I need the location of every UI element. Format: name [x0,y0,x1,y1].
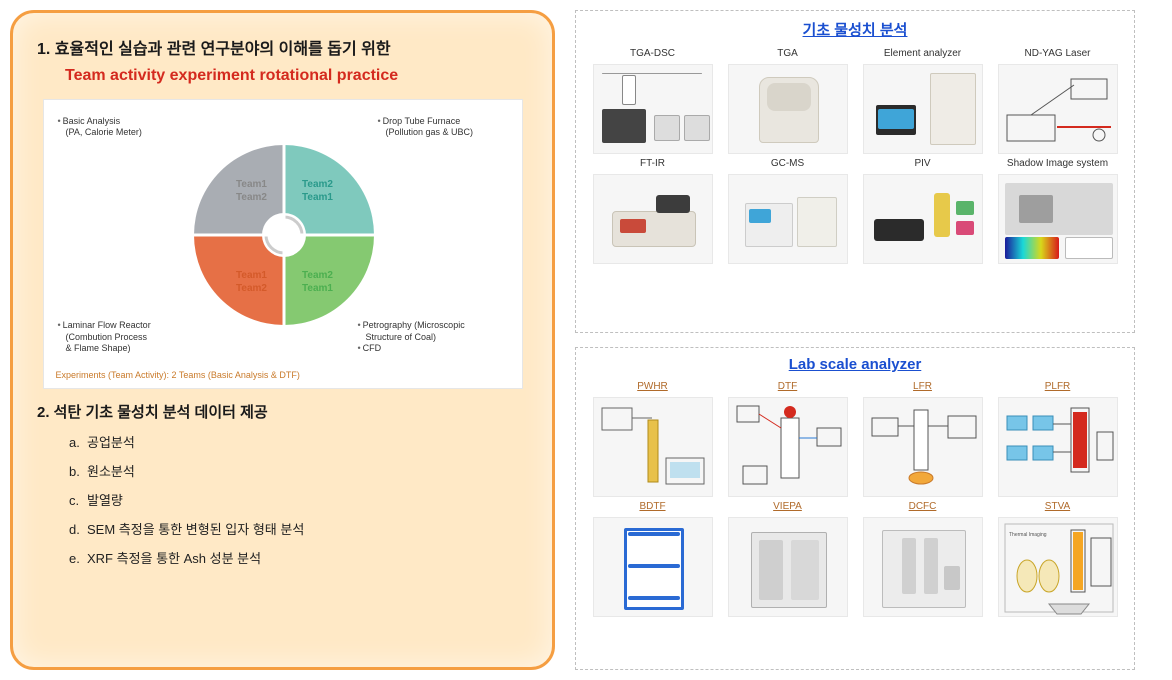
equip-cell: BDTF [588,501,717,617]
quad-label-bottom-left: •Laminar Flow Reactor (Combution Process… [58,320,198,354]
heading-red: Team activity experiment rotational prac… [65,67,528,85]
equip-label: PLFR [1045,381,1071,394]
equipment-grid-top: TGA-DSC TGA Element analyzer [588,48,1122,264]
list-item: e.XRF 측정을 통한 Ash 성분 분석 [69,548,528,567]
pie-text-br: Team2Team1 [288,270,348,295]
schematic-icon [594,398,713,497]
equip-label: TGA-DSC [630,48,675,61]
list-item: a.공업분석 [69,432,528,451]
equip-label: BDTF [639,501,665,514]
equip-thumb [998,397,1118,497]
equip-thumb [593,397,713,497]
left-card: 1. 효율적인 실습과 관련 연구분야의 이해를 돕기 위한 Team acti… [10,10,555,670]
equip-cell: DCFC [858,501,987,617]
equip-label: VIEPA [773,501,802,514]
equip-label: TGA [777,48,798,61]
equip-thumb [863,174,983,264]
equip-thumb [728,397,848,497]
schematic-icon [864,398,983,497]
equip-label: PIV [914,158,930,171]
equip-cell: Element analyzer [858,48,987,154]
equip-label: STVA [1045,501,1070,514]
equip-thumb [863,397,983,497]
equip-cell: Shadow Image system [993,158,1122,264]
equip-cell: PIV [858,158,987,264]
panel-title-top: 기초 물성치 분석 [588,19,1122,40]
svg-text:Thermal Imaging: Thermal Imaging [1009,532,1047,538]
equip-thumb: Thermal Imaging [998,517,1118,617]
right-column: 기초 물성치 분석 TGA-DSC TGA [575,10,1135,670]
equip-label: PWHR [637,381,668,394]
equip-thumb [728,64,848,154]
equip-thumb [593,517,713,617]
equip-label: FT-IR [640,158,665,171]
equip-thumb [728,517,848,617]
list-item: d.SEM 측정을 통한 변형된 입자 형태 분석 [69,519,528,538]
equip-cell: GC-MS [723,158,852,264]
equip-cell: PLFR [993,381,1122,497]
equip-thumb [728,174,848,264]
equip-thumb [593,174,713,264]
panel-title-bottom: Lab scale analyzer [588,356,1122,373]
quad-label-top-right: •Drop Tube Furnace (Pollution gas & UBC) [378,116,508,139]
pie-text-tl: Team1Team2 [222,179,282,204]
equip-thumb [863,64,983,154]
diagram-caption: Experiments (Team Activity): 2 Teams (Ba… [56,370,300,380]
equip-label: GC-MS [771,158,804,171]
pie-chart: Team1Team2 Team2Team1 Team1Team2 Team2Te… [194,145,374,325]
equip-label: ND-YAG Laser [1025,48,1091,61]
pie-text-tr: Team2Team1 [288,179,348,204]
equip-label: DTF [778,381,797,394]
equip-label: Shadow Image system [1007,158,1108,171]
equip-cell: STVA Thermal Imaging [993,501,1122,617]
panel-basic-property: 기초 물성치 분석 TGA-DSC TGA [575,10,1135,333]
equip-cell: TGA-DSC [588,48,717,154]
heading-1-text: 효율적인 실습과 관련 연구분야의 이해를 돕기 위한 [55,41,391,58]
equip-cell: VIEPA [723,501,852,617]
equipment-grid-bottom: PWHR DTF [588,381,1122,617]
schematic-icon: Thermal Imaging [999,518,1118,617]
equip-cell: PWHR [588,381,717,497]
equip-thumb [593,64,713,154]
quad-label-top-left: •Basic Analysis (PA, Calorie Meter) [58,116,178,139]
schematic-icon [999,398,1118,497]
laser-schematic-icon [999,65,1118,154]
quad-label-bottom-right: •Petrography (Microscopic Structure of C… [358,320,508,354]
list-item: c.발열량 [69,490,528,509]
schematic-icon [729,398,848,497]
pie-svg [194,145,374,325]
equip-cell: TGA [723,48,852,154]
equip-label: Element analyzer [884,48,961,61]
equip-thumb [998,64,1118,154]
equip-label: LFR [913,381,932,394]
equip-cell: FT-IR [588,158,717,264]
equip-cell: ND-YAG Laser [993,48,1122,154]
heading-1-num: 1. [37,41,50,58]
heading-2: 2. 석탄 기초 물성치 분석 데이터 제공 [37,401,528,422]
list-item: b.원소분석 [69,461,528,480]
panel-lab-scale: Lab scale analyzer PWHR DTF [575,347,1135,670]
analysis-list: a.공업분석 b.원소분석 c.발열량 d.SEM 측정을 통한 변형된 입자 … [37,432,528,567]
equip-cell: LFR [858,381,987,497]
equip-thumb [998,174,1118,264]
pie-text-bl: Team1Team2 [222,270,282,295]
equip-thumb [863,517,983,617]
heading-1: 1. 효율적인 실습과 관련 연구분야의 이해를 돕기 위한 [37,35,528,59]
equip-label: DCFC [909,501,937,514]
team-rotation-diagram: •Basic Analysis (PA, Calorie Meter) •Dro… [43,99,523,389]
equip-cell: DTF [723,381,852,497]
